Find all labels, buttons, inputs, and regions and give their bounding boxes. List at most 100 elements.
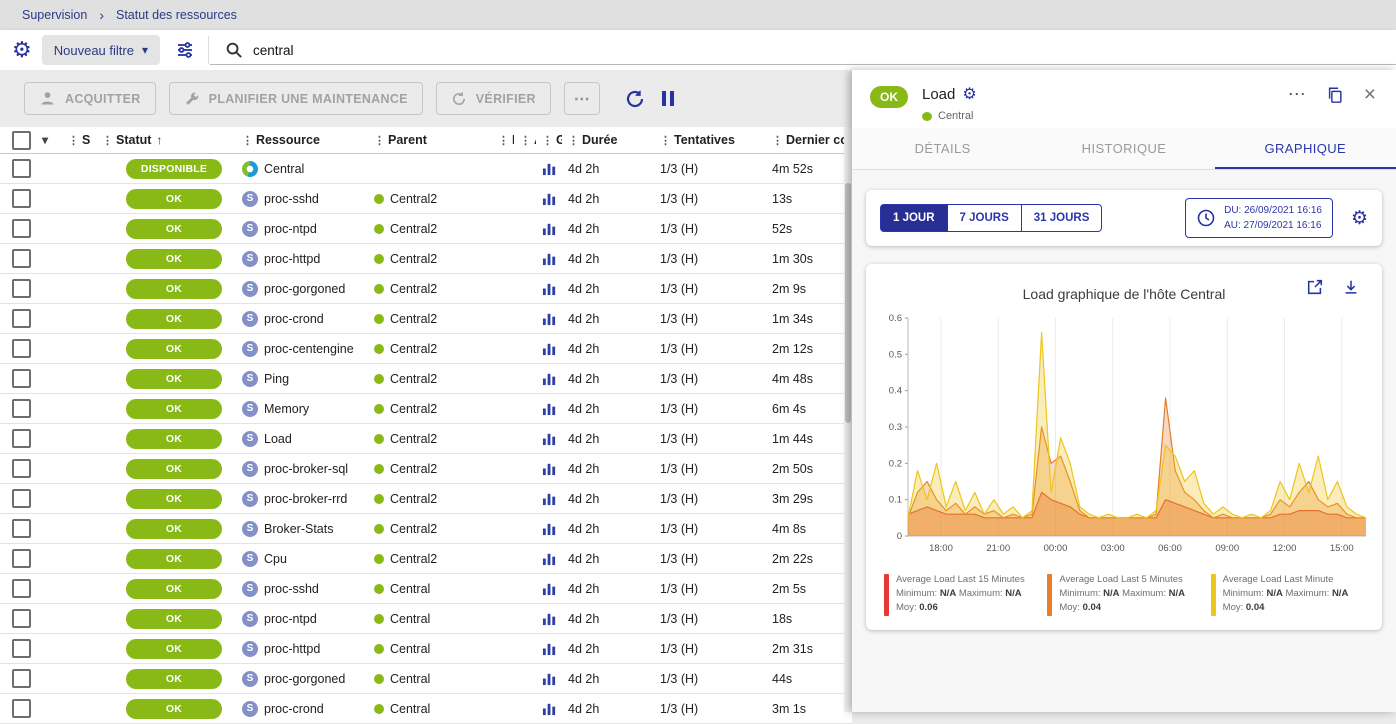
column-drag-icon[interactable] xyxy=(68,134,79,147)
graph-icon[interactable] xyxy=(542,311,557,326)
pause-icon[interactable] xyxy=(661,91,674,106)
row-checkbox[interactable] xyxy=(12,669,31,688)
graph-icon[interactable] xyxy=(542,221,557,236)
row-checkbox[interactable] xyxy=(12,219,31,238)
graph-settings-gear-icon[interactable] xyxy=(1351,207,1368,230)
tab-history[interactable]: HISTORIQUE xyxy=(1081,141,1167,156)
row-checkbox[interactable] xyxy=(12,429,31,448)
graph-icon[interactable] xyxy=(542,431,557,446)
row-checkbox[interactable] xyxy=(12,159,31,178)
table-row[interactable]: OK S Broker-Stats Central2 4d 2h 1/3 (H) … xyxy=(0,514,852,544)
table-row[interactable]: OK S Cpu Central2 4d 2h 1/3 (H) 2m 22s xyxy=(0,544,852,574)
graph-icon[interactable] xyxy=(542,371,557,386)
graph-icon[interactable] xyxy=(542,341,557,356)
row-checkbox[interactable] xyxy=(12,609,31,628)
close-panel-icon[interactable] xyxy=(1364,84,1376,105)
legend-item[interactable]: Average Load Last 15 Minutes Minimum: N/… xyxy=(884,574,1037,616)
column-drag-icon[interactable] xyxy=(660,134,671,147)
more-options-icon[interactable] xyxy=(1288,84,1306,105)
table-row[interactable]: OK S Load Central2 4d 2h 1/3 (H) 1m 44s xyxy=(0,424,852,454)
graph-icon[interactable] xyxy=(542,701,557,716)
table-scrollbar[interactable] xyxy=(844,127,852,712)
advanced-filter-icon[interactable] xyxy=(176,41,194,59)
graph-icon[interactable] xyxy=(542,491,557,506)
table-row[interactable]: OK S Memory Central2 4d 2h 1/3 (H) 6m 4s xyxy=(0,394,852,424)
graph-icon[interactable] xyxy=(542,521,557,536)
resource-settings-gear-icon[interactable] xyxy=(962,84,976,104)
open-in-new-icon[interactable] xyxy=(1306,278,1324,296)
col-last-check[interactable]: Dernier contrôle xyxy=(786,133,852,147)
row-checkbox[interactable] xyxy=(12,549,31,568)
row-checkbox[interactable] xyxy=(12,279,31,298)
row-checkbox[interactable] xyxy=(12,339,31,358)
column-drag-icon[interactable] xyxy=(242,134,253,147)
col-parent[interactable]: Parent xyxy=(388,133,427,147)
copy-link-icon[interactable] xyxy=(1326,86,1344,104)
graph-icon[interactable] xyxy=(542,641,557,656)
graph-icon[interactable] xyxy=(542,191,557,206)
select-options-caret-icon[interactable] xyxy=(42,133,48,147)
row-checkbox[interactable] xyxy=(12,459,31,478)
row-checkbox[interactable] xyxy=(12,519,31,538)
graph-icon[interactable] xyxy=(542,161,557,176)
range-31days-button[interactable]: 31 JOURS xyxy=(1020,204,1103,232)
col-tries[interactable]: Tentatives xyxy=(674,133,735,147)
acknowledge-button[interactable]: ACQUITTER xyxy=(24,82,156,115)
download-icon[interactable] xyxy=(1342,278,1360,296)
legend-item[interactable]: Average Load Last 5 Minutes Minimum: N/A… xyxy=(1047,574,1200,616)
custom-period-button[interactable]: DU: 26/09/2021 16:16 AU: 27/09/2021 16:1… xyxy=(1185,198,1333,238)
sort-asc-icon[interactable] xyxy=(156,133,162,147)
graph-icon[interactable] xyxy=(542,551,557,566)
load-graph[interactable]: 18:00 21:00 00:00 03:00 06:00 09:00 12:00 15:00… xyxy=(874,308,1380,564)
column-drag-icon[interactable] xyxy=(542,134,553,147)
row-checkbox[interactable] xyxy=(12,249,31,268)
column-drag-icon[interactable] xyxy=(772,134,783,147)
scrollbar-thumb[interactable] xyxy=(845,183,851,423)
filter-select-button[interactable]: Nouveau filtre xyxy=(41,35,160,65)
graph-icon[interactable] xyxy=(542,401,557,416)
graph-icon[interactable] xyxy=(542,671,557,686)
check-button[interactable]: VÉRIFIER xyxy=(435,82,551,115)
tab-graph[interactable]: GRAPHIQUE xyxy=(1214,128,1396,169)
range-7days-button[interactable]: 7 JOURS xyxy=(946,204,1022,232)
row-checkbox[interactable] xyxy=(12,369,31,388)
col-status[interactable]: Statut xyxy=(116,133,152,147)
graph-icon[interactable] xyxy=(542,251,557,266)
table-row[interactable]: OK S Ping Central2 4d 2h 1/3 (H) 4m 48s xyxy=(0,364,852,394)
select-all-checkbox[interactable] xyxy=(12,130,31,150)
row-checkbox[interactable] xyxy=(12,189,31,208)
col-resource[interactable]: Ressource xyxy=(256,133,320,147)
graph-icon[interactable] xyxy=(542,581,557,596)
column-drag-icon[interactable] xyxy=(520,134,531,147)
col-duration[interactable]: Durée xyxy=(582,133,618,147)
filters-gear-icon[interactable] xyxy=(12,37,32,63)
row-checkbox[interactable] xyxy=(12,309,31,328)
more-actions-button[interactable] xyxy=(563,82,600,115)
row-checkbox[interactable] xyxy=(12,489,31,508)
column-drag-icon[interactable] xyxy=(498,134,509,147)
maintenance-button[interactable]: PLANIFIER UNE MAINTENANCE xyxy=(168,82,423,115)
legend-item[interactable]: Average Load Last Minute Minimum: N/A Ma… xyxy=(1210,574,1364,616)
graph-icon[interactable] xyxy=(542,281,557,296)
row-checkbox[interactable] xyxy=(12,639,31,658)
row-checkbox[interactable] xyxy=(12,399,31,418)
row-checkbox[interactable] xyxy=(12,579,31,598)
column-drag-icon[interactable] xyxy=(102,134,113,147)
breadcrumb-item-supervision[interactable]: Supervision xyxy=(22,8,88,22)
column-drag-icon[interactable] xyxy=(568,134,579,147)
column-drag-icon[interactable] xyxy=(374,134,385,147)
refresh-icon[interactable] xyxy=(625,89,645,109)
tab-details[interactable]: DÉTAILS xyxy=(914,141,971,156)
